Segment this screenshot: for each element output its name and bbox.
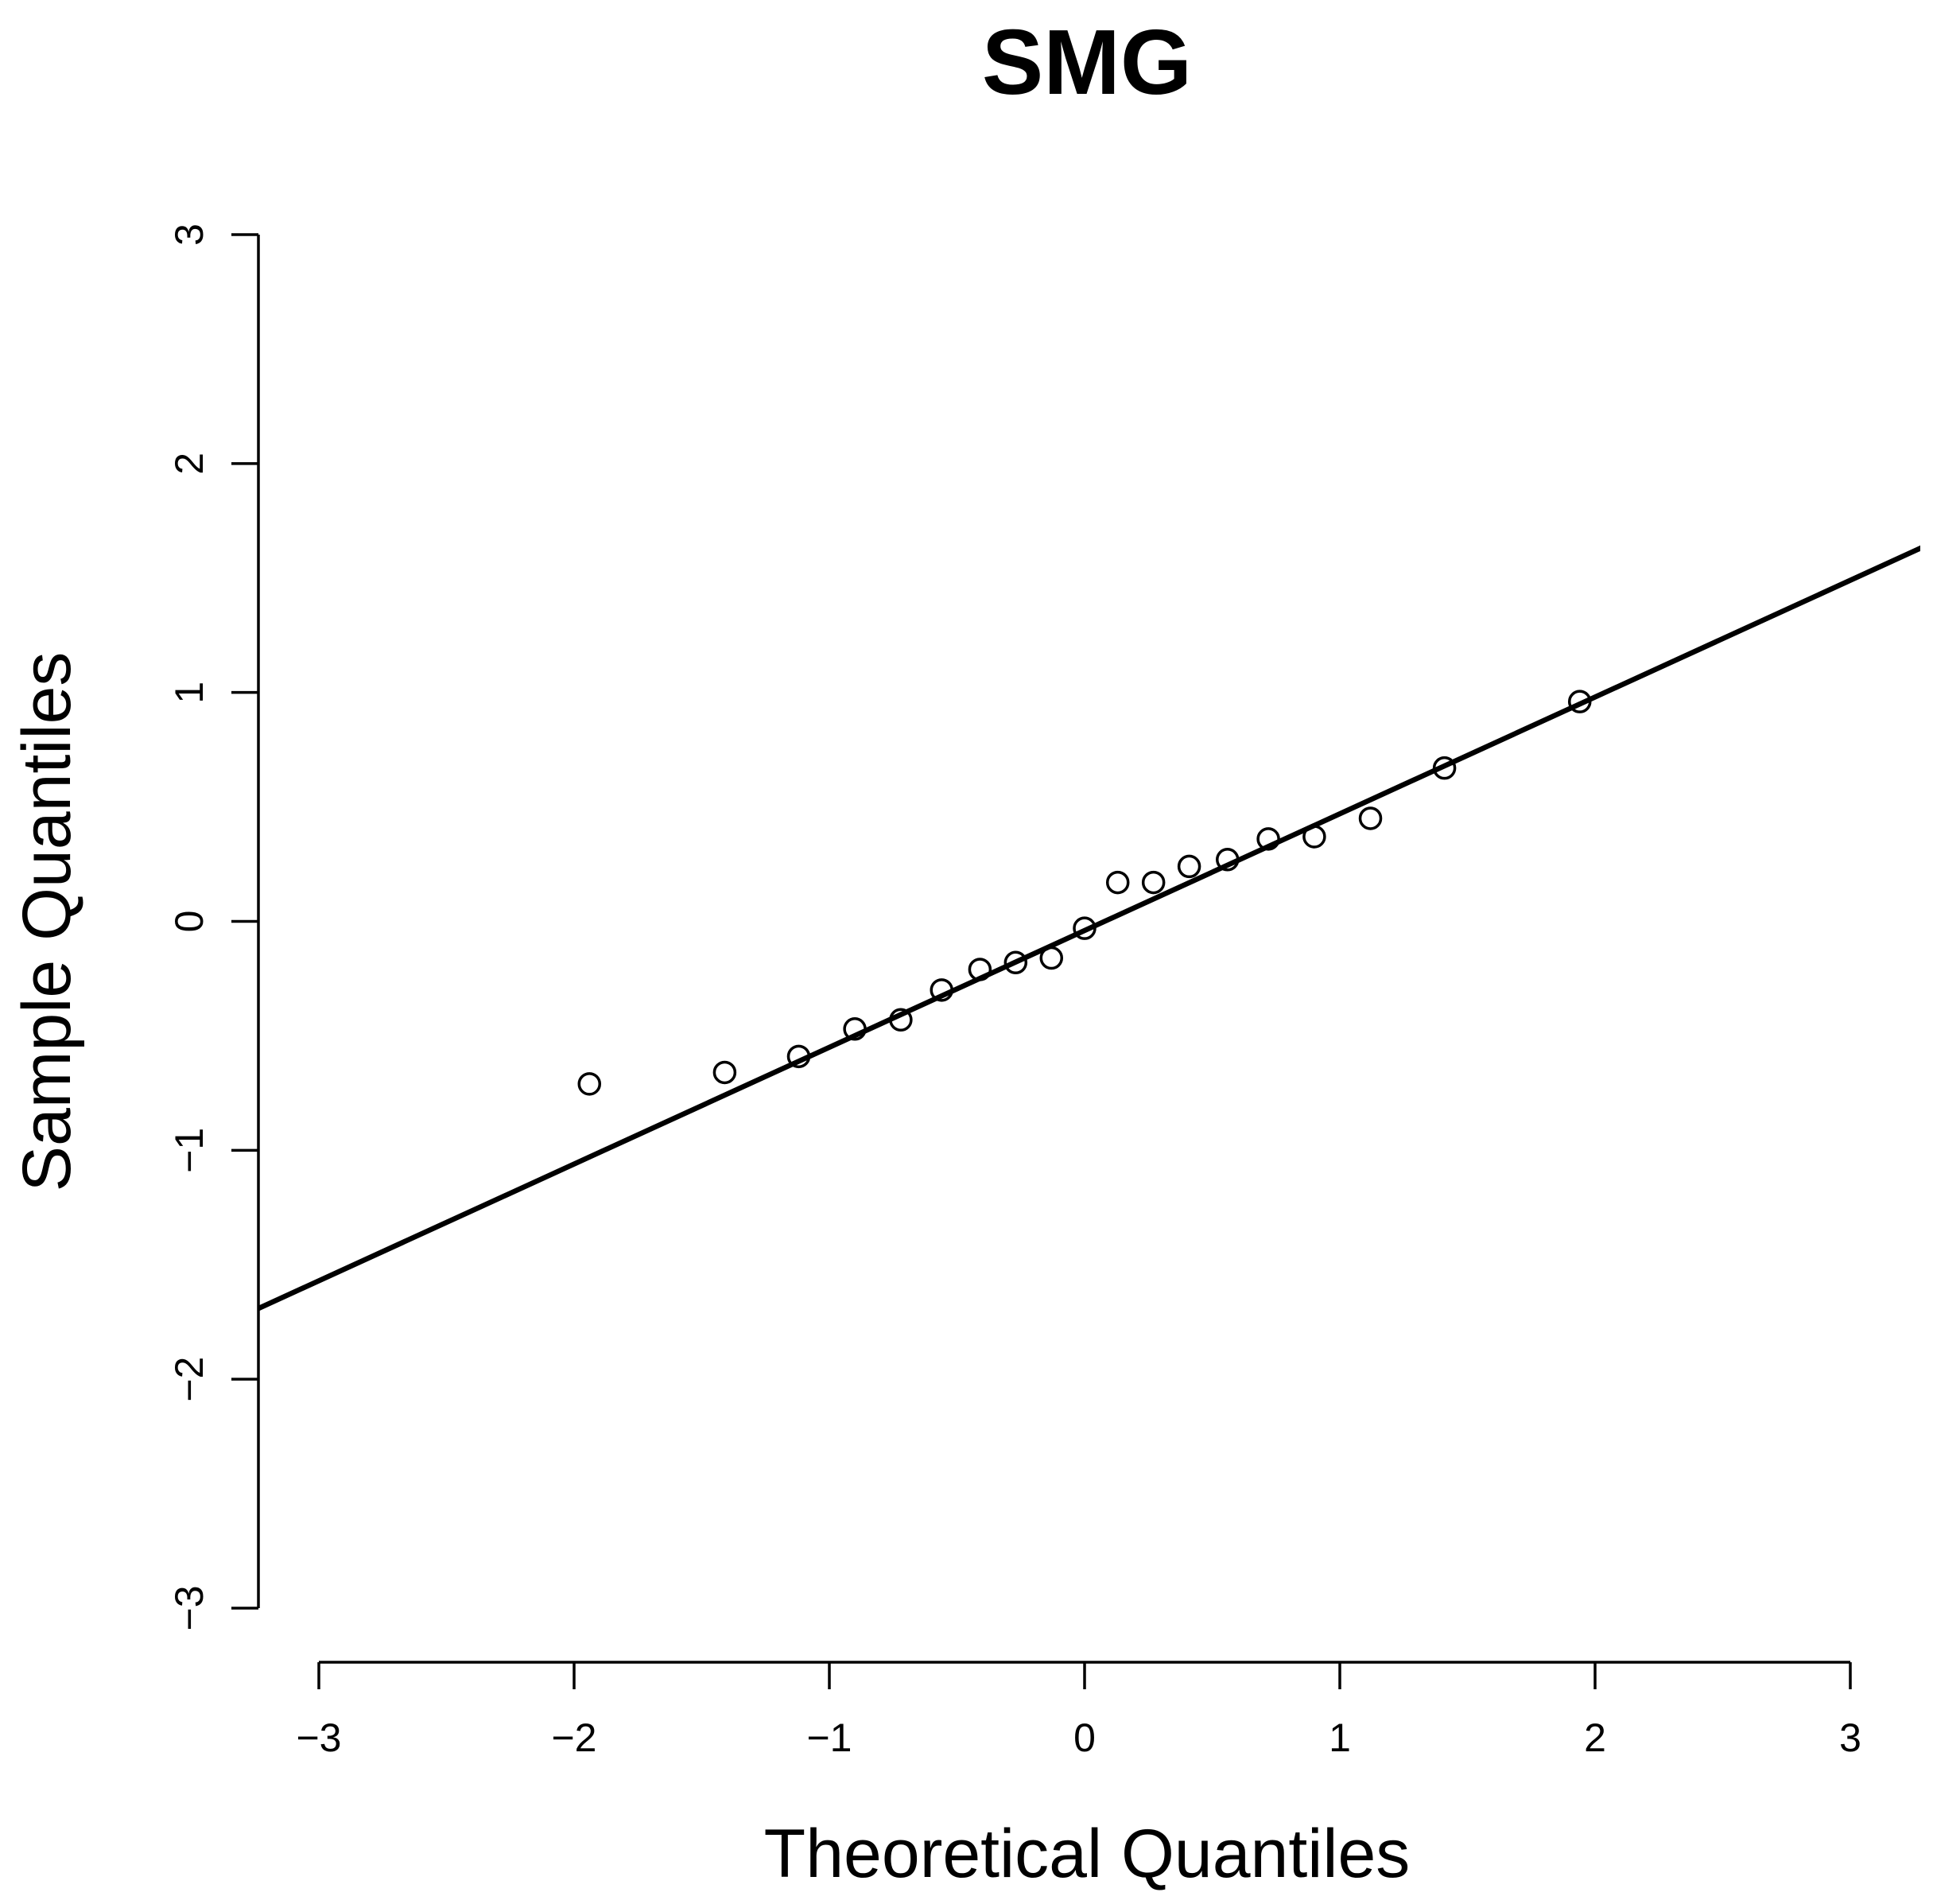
x-tick-label: 0 bbox=[1073, 1716, 1096, 1760]
y-tick-label: −1 bbox=[167, 1128, 212, 1173]
data-point bbox=[1432, 756, 1457, 780]
data-point bbox=[930, 978, 953, 1002]
data-point bbox=[843, 1017, 867, 1041]
data-point bbox=[712, 1060, 737, 1085]
x-tick-label: −1 bbox=[806, 1716, 852, 1760]
chart-title: SMG bbox=[982, 10, 1192, 114]
data-point bbox=[1039, 946, 1064, 970]
y-tick-label: 3 bbox=[167, 223, 212, 246]
data-point bbox=[968, 958, 992, 981]
data-point bbox=[1177, 854, 1201, 879]
points-layer bbox=[577, 690, 1592, 1096]
data-point bbox=[1073, 916, 1097, 940]
reference-line-layer bbox=[258, 545, 1920, 1311]
data-point bbox=[1567, 690, 1592, 713]
data-point bbox=[1141, 870, 1166, 895]
y-tick-label: 2 bbox=[167, 453, 212, 475]
data-point bbox=[1105, 870, 1130, 895]
x-tick-label: 1 bbox=[1329, 1716, 1351, 1760]
data-point bbox=[889, 1008, 913, 1032]
y-tick-label: 1 bbox=[167, 682, 212, 704]
data-point bbox=[1302, 825, 1326, 849]
data-point bbox=[786, 1044, 811, 1069]
y-tick-label: −3 bbox=[167, 1585, 212, 1630]
y-tick-label: 0 bbox=[167, 911, 212, 933]
data-point bbox=[1256, 827, 1280, 851]
x-tick-label: 2 bbox=[1584, 1716, 1606, 1760]
data-point bbox=[577, 1072, 602, 1096]
reference-line bbox=[258, 545, 1920, 1311]
plot-area bbox=[258, 545, 1920, 1311]
y-tick-label: −2 bbox=[167, 1357, 212, 1402]
x-tick-label: −2 bbox=[551, 1716, 596, 1760]
x-axis-title: Theoretical Quantiles bbox=[764, 1816, 1411, 1892]
data-point bbox=[1003, 950, 1028, 975]
x-axis: −3 −2 −1 0 1 2 3 bbox=[296, 1661, 1861, 1760]
x-tick-label: −3 bbox=[296, 1716, 341, 1760]
x-tick-label: 3 bbox=[1839, 1716, 1861, 1760]
data-point bbox=[1216, 848, 1240, 872]
y-axis: −3 −2 −1 0 1 2 3 bbox=[167, 223, 260, 1631]
y-axis-title: Sample Quantiles bbox=[9, 652, 85, 1192]
data-point bbox=[1358, 806, 1383, 830]
